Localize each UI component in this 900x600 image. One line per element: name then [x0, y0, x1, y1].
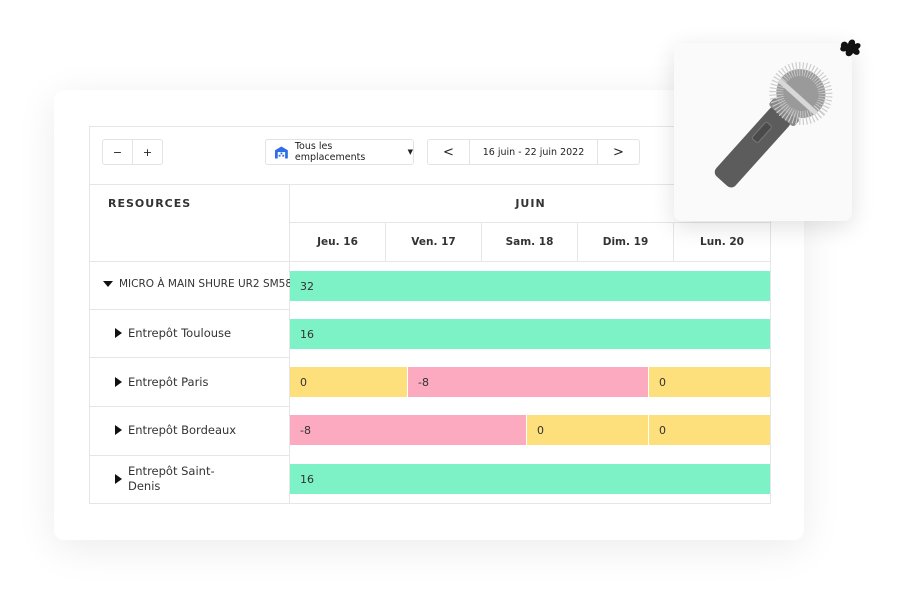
date-range-label: 16 juin - 22 juin 2022	[482, 146, 585, 158]
day-header: Jeu. 16	[317, 236, 358, 248]
microphone-image	[714, 62, 833, 188]
planning-table	[89, 126, 771, 504]
location-select[interactable]: Tous les emplacements ▼	[265, 139, 414, 165]
caret-right-icon[interactable]	[115, 377, 122, 387]
availability-bar-zero[interactable]: 0	[290, 367, 407, 397]
availability-bar-zero[interactable]: 0	[649, 367, 770, 397]
availability-bar-negative[interactable]: -8	[290, 415, 526, 445]
availability-bar-zero[interactable]: 0	[527, 415, 648, 445]
caret-right-icon[interactable]	[115, 425, 122, 435]
row-label: Entrepôt Toulouse	[128, 326, 232, 340]
chevron-left-icon: <	[443, 144, 454, 160]
resources-header: RESOURCES	[108, 197, 192, 210]
row-label: Entrepôt Saint-Denis	[128, 464, 215, 493]
day-header: Ven. 17	[411, 236, 456, 248]
zoom-out-button[interactable]: −	[102, 139, 133, 165]
plus-icon: +	[142, 145, 153, 159]
warehouse-icon	[275, 146, 288, 158]
cursor-grab-icon	[840, 39, 861, 57]
next-week-button[interactable]: >	[597, 139, 640, 165]
date-range[interactable]: 16 juin - 22 juin 2022	[469, 139, 598, 165]
resource-row-paris[interactable]: Entrepôt Paris	[115, 375, 209, 389]
row-label: Entrepôt Paris	[128, 375, 209, 389]
resource-row-bordeaux[interactable]: Entrepôt Bordeaux	[115, 423, 236, 437]
caret-right-icon[interactable]	[115, 328, 122, 338]
row-label: MICRO À MAIN SHURE UR2 SM58	[119, 278, 293, 290]
day-header: Lun. 20	[700, 236, 744, 248]
day-header: Dim. 19	[602, 236, 649, 248]
resource-row-micro[interactable]: MICRO À MAIN SHURE UR2 SM58	[103, 278, 292, 290]
row-label: Entrepôt Bordeaux	[128, 423, 237, 437]
caret-down-icon[interactable]	[103, 281, 113, 287]
availability-bar-zero[interactable]: 0	[649, 415, 770, 445]
zoom-in-button[interactable]: +	[132, 139, 163, 165]
day-header: Sam. 18	[505, 236, 554, 248]
availability-bar-negative[interactable]: -8	[408, 367, 648, 397]
caret-down-icon: ▼	[407, 148, 413, 156]
availability-bar-available[interactable]: 16	[290, 464, 770, 494]
minus-icon: −	[112, 145, 123, 159]
availability-bar-available[interactable]: 16	[290, 319, 770, 349]
prev-week-button[interactable]: <	[427, 139, 470, 165]
product-image-card	[674, 43, 852, 221]
caret-right-icon[interactable]	[115, 474, 122, 484]
resource-row-toulouse[interactable]: Entrepôt Toulouse	[115, 326, 231, 340]
availability-bar-available[interactable]: 32	[290, 271, 770, 301]
month-header: JUIN	[515, 197, 546, 210]
location-label: Tous les emplacements	[294, 141, 366, 163]
resource-row-saint-denis[interactable]: Entrepôt Saint-Denis	[115, 464, 225, 494]
chevron-right-icon: >	[613, 144, 624, 160]
